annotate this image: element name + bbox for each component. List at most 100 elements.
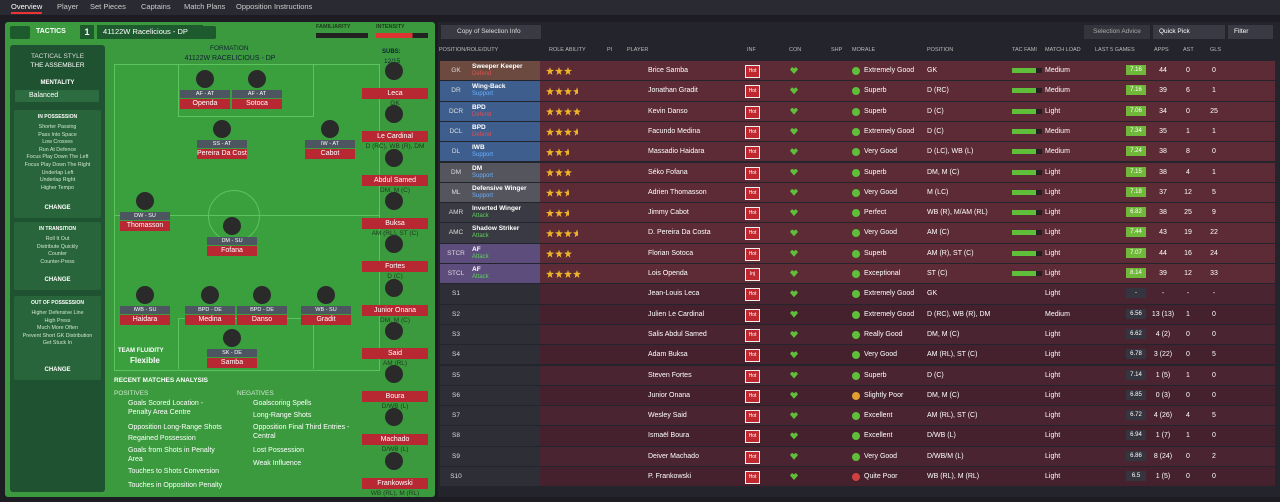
- sub-name[interactable]: Leca: [362, 88, 428, 99]
- filter-button[interactable]: Filter: [1228, 25, 1273, 39]
- add-tactic[interactable]: [202, 26, 216, 39]
- player-name[interactable]: Brice Samba: [648, 67, 689, 74]
- player-name[interactable]: Haidara: [120, 315, 170, 325]
- change-button[interactable]: CHANGE: [44, 277, 71, 283]
- copy-button[interactable]: Copy of Selection Info: [441, 25, 541, 39]
- player-name[interactable]: Samba: [207, 358, 257, 368]
- change-button[interactable]: CHANGE: [44, 205, 71, 211]
- player-name[interactable]: Medina: [185, 315, 235, 325]
- player-name[interactable]: Thomasson: [120, 221, 170, 231]
- column-header: GLS: [1210, 47, 1222, 53]
- position: WB (RL), M (RL): [927, 473, 980, 480]
- star: [546, 270, 554, 278]
- player-name[interactable]: Lois Openda: [648, 270, 688, 277]
- player-name[interactable]: Fofana: [207, 246, 257, 256]
- player-name[interactable]: Adrien Thomasson: [648, 188, 707, 196]
- player-face: [248, 70, 266, 88]
- player-name[interactable]: Julien Le Cardinal: [648, 310, 705, 318]
- apps: 4 (2): [1155, 330, 1171, 338]
- star: [555, 107, 563, 116]
- player-name[interactable]: D. Pereira Da Costa: [648, 229, 711, 237]
- player-name[interactable]: Ismaël Boura: [648, 432, 690, 440]
- star: [555, 249, 563, 258]
- player-name[interactable]: Sotoca: [232, 99, 282, 109]
- nav-tab[interactable]: Match Plans: [184, 2, 226, 11]
- player-name[interactable]: Steven Fortes: [648, 371, 692, 379]
- player-face: [223, 329, 241, 347]
- analysis-title[interactable]: RECENT MATCHES ANALYSIS: [114, 377, 209, 384]
- player-name[interactable]: Openda: [180, 99, 230, 109]
- negative-item: Lost Possession: [253, 447, 304, 454]
- nav-tab[interactable]: Set Pieces: [90, 2, 126, 11]
- morale: Superb: [864, 107, 887, 115]
- instruction: Pass Into Space: [38, 131, 77, 138]
- player-name[interactable]: Florian Sotoca: [648, 249, 694, 257]
- sub-name[interactable]: Buksa: [362, 217, 428, 229]
- player-name[interactable]: Danso: [237, 315, 287, 325]
- player-name[interactable]: P. Frankowski: [648, 473, 692, 480]
- advice-button[interactable]: Selection Advice: [1084, 25, 1150, 39]
- player-name[interactable]: Jonathan Gradit: [648, 87, 698, 95]
- player-name[interactable]: Adam Buksa: [648, 351, 688, 359]
- role-name: BPD: [472, 123, 486, 131]
- change-button[interactable]: CHANGE: [44, 367, 71, 373]
- quick-pick-button[interactable]: Quick Pick: [1153, 25, 1225, 39]
- player-name[interactable]: Jimmy Cabot: [648, 209, 689, 217]
- negative-item: Opposition Final Third Entries - Central: [253, 424, 350, 440]
- instruction: Underlap Left: [41, 169, 74, 176]
- goals: 0: [1212, 148, 1216, 156]
- player-name[interactable]: Wesley Said: [648, 412, 687, 420]
- sub-name[interactable]: Abdul Samed: [362, 174, 428, 186]
- nav-tab[interactable]: Captains: [141, 2, 171, 11]
- duty: Defend: [472, 71, 492, 77]
- player-name[interactable]: Deiver Machado: [648, 452, 699, 460]
- sub-position: D (RC), WB (R), DM: [365, 143, 425, 151]
- sub-name[interactable]: Frankowski: [362, 477, 428, 489]
- mentality-select[interactable]: Balanced: [15, 90, 99, 102]
- player-name[interactable]: Massadio Haidara: [648, 148, 705, 156]
- tactic-name[interactable]: 41122W Racelicious - DP: [97, 25, 203, 39]
- player-name[interactable]: Facundo Medina: [648, 127, 701, 135]
- instruction: Much More Often: [37, 325, 78, 332]
- sub-name[interactable]: Le Cardinal: [362, 131, 428, 143]
- inf-badge: Hot: [745, 471, 760, 484]
- player-name[interactable]: Kevin Danso: [648, 107, 688, 115]
- position: D/WB (L): [927, 432, 956, 440]
- sub-name[interactable]: Boura: [362, 391, 428, 403]
- duty: Support: [472, 152, 494, 159]
- goals: 0: [1212, 330, 1216, 338]
- rating: 6.86: [1126, 450, 1146, 461]
- player-name[interactable]: Séko Fofana: [648, 168, 688, 176]
- instruction: Higher Defensive Line: [31, 310, 84, 316]
- player-name[interactable]: Gradit: [301, 315, 351, 325]
- subs-label: SUBS:: [382, 49, 401, 55]
- sub-name[interactable]: Junior Onana: [362, 304, 428, 316]
- positive-item: Goals from Shots in Penalty Area: [128, 447, 215, 463]
- player-name[interactable]: Cabot: [305, 149, 355, 159]
- morale-icon: [852, 391, 860, 400]
- player-name[interactable]: Junior Onana: [648, 391, 691, 399]
- player-name[interactable]: Jean-Louis Leca: [648, 290, 700, 298]
- player-name[interactable]: Pereira Da Costa: [197, 149, 247, 159]
- player-name[interactable]: Salis Abdul Samed: [648, 330, 707, 338]
- sub-name[interactable]: Fortes: [362, 261, 428, 273]
- instruction: Low Crosses: [42, 139, 73, 146]
- goals: 0: [1212, 391, 1216, 399]
- morale: Superb: [864, 249, 887, 257]
- sub-name[interactable]: Machado: [362, 434, 428, 446]
- match-load: Light: [1045, 270, 1061, 277]
- instruction: Counter: [48, 251, 67, 258]
- star: [564, 188, 569, 197]
- nav-tab[interactable]: Opposition Instructions: [236, 2, 313, 11]
- position-cell: [440, 121, 540, 142]
- back-button[interactable]: [10, 26, 30, 39]
- tac-fami-bar: [1012, 68, 1042, 73]
- position-cell: [440, 142, 540, 162]
- nav-tab[interactable]: Overview: [11, 2, 43, 14]
- goals: 25: [1210, 107, 1218, 115]
- condition-icon: [790, 270, 798, 277]
- sub-face: [385, 278, 403, 297]
- role-name: AF: [472, 266, 481, 273]
- nav-tab[interactable]: Player: [57, 2, 79, 11]
- sub-name[interactable]: Said: [362, 347, 428, 359]
